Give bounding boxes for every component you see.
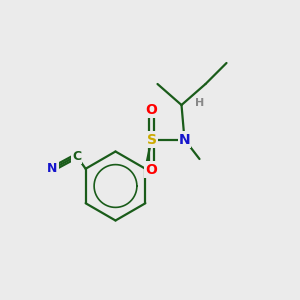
Text: S: S xyxy=(146,133,157,146)
Text: C: C xyxy=(72,149,81,163)
Text: N: N xyxy=(179,133,190,146)
Text: O: O xyxy=(146,103,158,116)
Text: O: O xyxy=(146,163,158,176)
Text: H: H xyxy=(195,98,204,109)
Text: N: N xyxy=(47,162,58,176)
